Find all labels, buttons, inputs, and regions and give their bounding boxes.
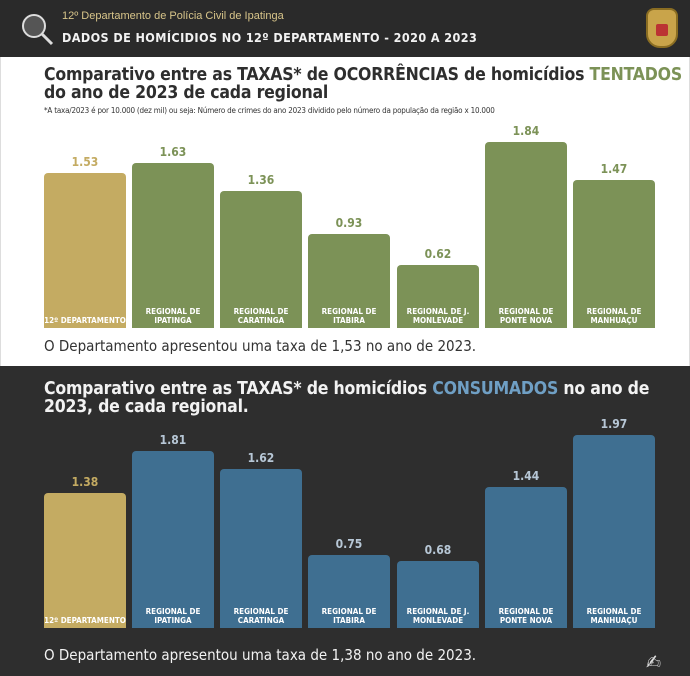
header-title: DADOS DE HOMÍCIDIOS NO 12º DEPARTAMENTO …	[62, 30, 478, 45]
chart2-summary: O Departamento apresentou uma taxa de 1,…	[44, 646, 477, 664]
bar: REGIONAL DE MANHUAÇU	[573, 179, 655, 328]
bar-category-label: 12º DEPARTAMENTO	[44, 615, 126, 625]
bar-value-label: 1.36	[247, 172, 275, 187]
bar-category-label: REGIONAL DE MANHUAÇU	[586, 606, 642, 625]
bar: REGIONAL DE MANHUAÇU	[573, 434, 655, 628]
bar-category-label: REGIONAL DE IPATINGA	[145, 606, 201, 625]
bar-category-label: REGIONAL DE PONTE NOVA	[498, 606, 554, 625]
bar-category-label: REGIONAL DE IPATINGA	[145, 306, 201, 325]
bar: REGIONAL DE CARATINGA	[220, 190, 302, 328]
bar-value-label: 0.62	[424, 247, 452, 262]
bar-value-label: 1.84	[512, 124, 540, 139]
bar: REGIONAL DE ITABIRA	[308, 554, 390, 628]
bar: REGIONAL DE J. MONLEVADE	[397, 265, 479, 328]
header: 12º Departamento de Polícia Civil de Ipa…	[0, 0, 690, 57]
bar-category-label: REGIONAL DE CARATINGA	[233, 606, 289, 625]
bar: REGIONAL DE IPATINGA	[132, 450, 214, 628]
bar: 12º DEPARTAMENTO	[44, 173, 126, 328]
bar: REGIONAL DE PONTE NOVA	[485, 486, 567, 628]
bar-value-label: 1.53	[71, 155, 99, 170]
chart2-title: Comparativo entre as TAXAS* de homicídio…	[44, 379, 650, 417]
bar-category-label: REGIONAL DE ITABIRA	[321, 306, 377, 325]
bar-category-label: REGIONAL DE CARATINGA	[233, 306, 289, 325]
bar: REGIONAL DE PONTE NOVA	[485, 142, 567, 328]
signature-icon: ✍	[646, 650, 662, 674]
bar-value-label: 1.47	[600, 161, 628, 176]
bar-category-label: REGIONAL DE MANHUAÇU	[586, 306, 642, 325]
chart1-note: *A taxa/2023 é por 10.000 (dez mil) ou s…	[44, 106, 495, 115]
chart1-summary: O Departamento apresentou uma taxa de 1,…	[44, 337, 477, 355]
bar-value-label: 0.93	[335, 216, 363, 231]
bar-value-label: 1.62	[247, 451, 275, 466]
bar: 12º DEPARTAMENTO	[44, 492, 126, 628]
bar-value-label: 1.97	[600, 416, 628, 431]
magnifier-fingerprint-icon	[22, 14, 54, 46]
bar-category-label: REGIONAL DE J. MONLEVADE	[406, 306, 470, 325]
bar: REGIONAL DE CARATINGA	[220, 469, 302, 628]
bar-category-label: 12º DEPARTAMENTO	[44, 315, 126, 325]
bar-category-label: REGIONAL DE ITABIRA	[321, 607, 377, 625]
chart1-title: Comparativo entre as TAXAS* de OCORRÊNCI…	[44, 65, 682, 103]
bar-value-label: 1.44	[512, 468, 540, 483]
bar: REGIONAL DE ITABIRA	[308, 234, 390, 328]
bar-value-label: 1.63	[159, 145, 187, 160]
bar-category-label: REGIONAL DE PONTE NOVA	[498, 306, 554, 325]
header-subtitle: 12º Departamento de Polícia Civil de Ipa…	[62, 10, 284, 22]
bar: REGIONAL DE IPATINGA	[132, 163, 214, 328]
bar-value-label: 1.38	[71, 474, 99, 489]
bar-value-label: 1.81	[159, 432, 187, 447]
bar-category-label: REGIONAL DE J. MONLEVADE	[406, 606, 470, 625]
police-badge-icon	[646, 8, 678, 48]
bar-value-label: 0.68	[424, 543, 452, 558]
bar: REGIONAL DE J. MONLEVADE	[397, 561, 479, 628]
bar-value-label: 0.75	[335, 536, 363, 551]
